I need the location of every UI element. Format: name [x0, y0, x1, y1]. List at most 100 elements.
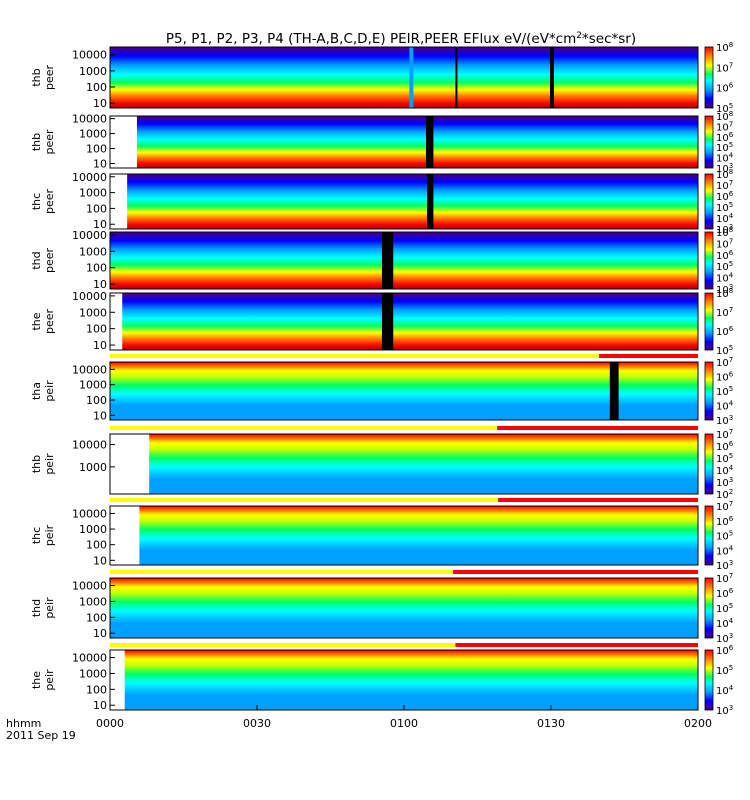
y-tick-label: 10: [93, 554, 107, 567]
time-axis-date: 2011 Sep 19: [6, 729, 76, 742]
colorbar-tick-label: 106: [716, 190, 734, 203]
panel-label-line: peer: [43, 65, 56, 91]
mode-bar-red: [497, 426, 698, 430]
panel-label: thepeer: [30, 309, 56, 335]
panel-label-line: thd: [30, 599, 43, 617]
colorbar-tick-label: 107: [716, 356, 733, 369]
colorbar-tick-exponent: 5: [729, 602, 733, 610]
y-tick-label: 10: [93, 409, 107, 422]
colorbar-tick-base: 10: [716, 589, 729, 600]
colorbar-tick-label: 105: [716, 344, 733, 357]
x-tick-label: 0030: [243, 717, 271, 730]
mode-bar-yellow: [110, 354, 600, 358]
y-tick-label: 10: [93, 218, 107, 231]
mode-bar-yellow: [110, 570, 453, 574]
mode-bar-yellow: [110, 643, 456, 647]
panel-frame: [109, 231, 699, 290]
colorbar-tick-exponent: 5: [729, 102, 733, 110]
colorbar-tick-base: 10: [716, 214, 729, 225]
colorbar-tick-base: 10: [716, 604, 729, 615]
data-gap: [609, 362, 619, 420]
spectrogram-image: [127, 174, 698, 229]
panel-label: thdpeer: [30, 248, 56, 274]
panel-label-line: thc: [30, 527, 43, 544]
colorbar-tick-base: 10: [716, 532, 729, 543]
colorbar-tick-label: 105: [716, 201, 733, 214]
colorbar-tick-exponent: 8: [729, 110, 733, 118]
panel-label-line: peer: [43, 309, 56, 335]
spectrogram-image: [124, 650, 698, 710]
colorbar-tick-base: 10: [716, 43, 729, 54]
colorbar-tick-base: 10: [716, 416, 729, 427]
y-tick-label: 1000: [79, 128, 107, 141]
colorbar-tick-label: 106: [716, 587, 734, 600]
colorbar-tick-label: 104: [716, 684, 734, 697]
mode-bar-red: [455, 643, 698, 647]
panel-frame: [109, 46, 699, 109]
x-tick-label: 0000: [96, 717, 124, 730]
colorbar-tick-exponent: 3: [729, 223, 733, 231]
y-tick-label: 1000: [79, 379, 107, 392]
colorbar: [704, 361, 714, 421]
mode-bar-red: [498, 498, 698, 502]
colorbar-tick-exponent: 6: [729, 190, 734, 198]
colorbar-tick-exponent: 7: [729, 237, 733, 245]
colorbar-tick-base: 10: [716, 262, 729, 273]
colorbar-tick-label: 105: [716, 530, 733, 543]
colorbar-tick-base: 10: [716, 104, 729, 115]
panel-label: thapeir: [30, 380, 56, 402]
panel-frame: [109, 577, 699, 639]
colorbar-tick-label: 106: [716, 82, 734, 95]
colorbar-tick-base: 10: [716, 402, 729, 413]
colorbar-tick-base: 10: [716, 225, 729, 236]
data-gap: [381, 293, 394, 350]
colorbar-tick-base: 10: [716, 181, 729, 192]
panel-label-line: thb: [30, 133, 43, 151]
colorbar-tick-exponent: 6: [729, 131, 734, 139]
panel-frame: [109, 361, 699, 421]
colorbar-tick-base: 10: [716, 430, 729, 441]
colorbar-tick-base: 10: [716, 619, 729, 630]
y-tick-label: 10000: [72, 363, 107, 376]
colorbar-tick-base: 10: [716, 154, 729, 165]
y-tick-label: 1000: [79, 595, 107, 608]
colorbar-tick-label: 106: [716, 131, 734, 144]
colorbar-tick-base: 10: [716, 133, 729, 144]
time-axis: hhmm 2011 Sep 19 0000 0030 0100 0130 0200: [6, 705, 712, 742]
colorbar-tick-base: 10: [716, 192, 729, 203]
colorbar-tick-base: 10: [716, 203, 729, 214]
time-axis-name: hhmm: [6, 717, 41, 730]
panel-label: thcpeir: [30, 524, 56, 546]
y-tick-label: 10: [93, 339, 107, 352]
y-tick-label: 10000: [72, 49, 107, 62]
colorbar-tick-exponent: 7: [729, 61, 733, 69]
colorbar-tick-base: 10: [716, 502, 729, 513]
y-tick-label: 10: [93, 97, 107, 110]
colorbar-tick-exponent: 3: [729, 476, 733, 484]
y-tick-label: 100: [86, 262, 107, 275]
spectral-spike: [409, 47, 414, 108]
y-tick-label: 100: [86, 323, 107, 336]
y-tick-label: 10000: [72, 507, 107, 520]
colorbar-tick-label: 107: [716, 572, 733, 585]
colorbar-tick-exponent: 7: [729, 572, 733, 580]
data-gap: [426, 116, 434, 168]
spectrogram-image: [139, 506, 698, 565]
panel-label-line: the: [30, 671, 43, 689]
colorbar-tick-exponent: 8: [729, 41, 733, 49]
colorbar-tick-label: 104: [716, 400, 734, 413]
colorbar-tick-exponent: 6: [729, 644, 734, 652]
colorbar-tick-exponent: 8: [729, 287, 733, 295]
colorbar-tick-base: 10: [716, 308, 729, 319]
data-gap: [550, 47, 554, 108]
colorbar-tick-exponent: 4: [729, 152, 734, 160]
colorbar-tick-exponent: 4: [729, 617, 734, 625]
colorbar-tick-base: 10: [716, 387, 729, 398]
colorbar-tick-exponent: 6: [729, 440, 734, 448]
colorbar-tick-base: 10: [716, 561, 729, 572]
figure-title: P5, P1, P2, P3, P4 (TH-A,B,C,D,E) PEIR,P…: [166, 31, 636, 47]
